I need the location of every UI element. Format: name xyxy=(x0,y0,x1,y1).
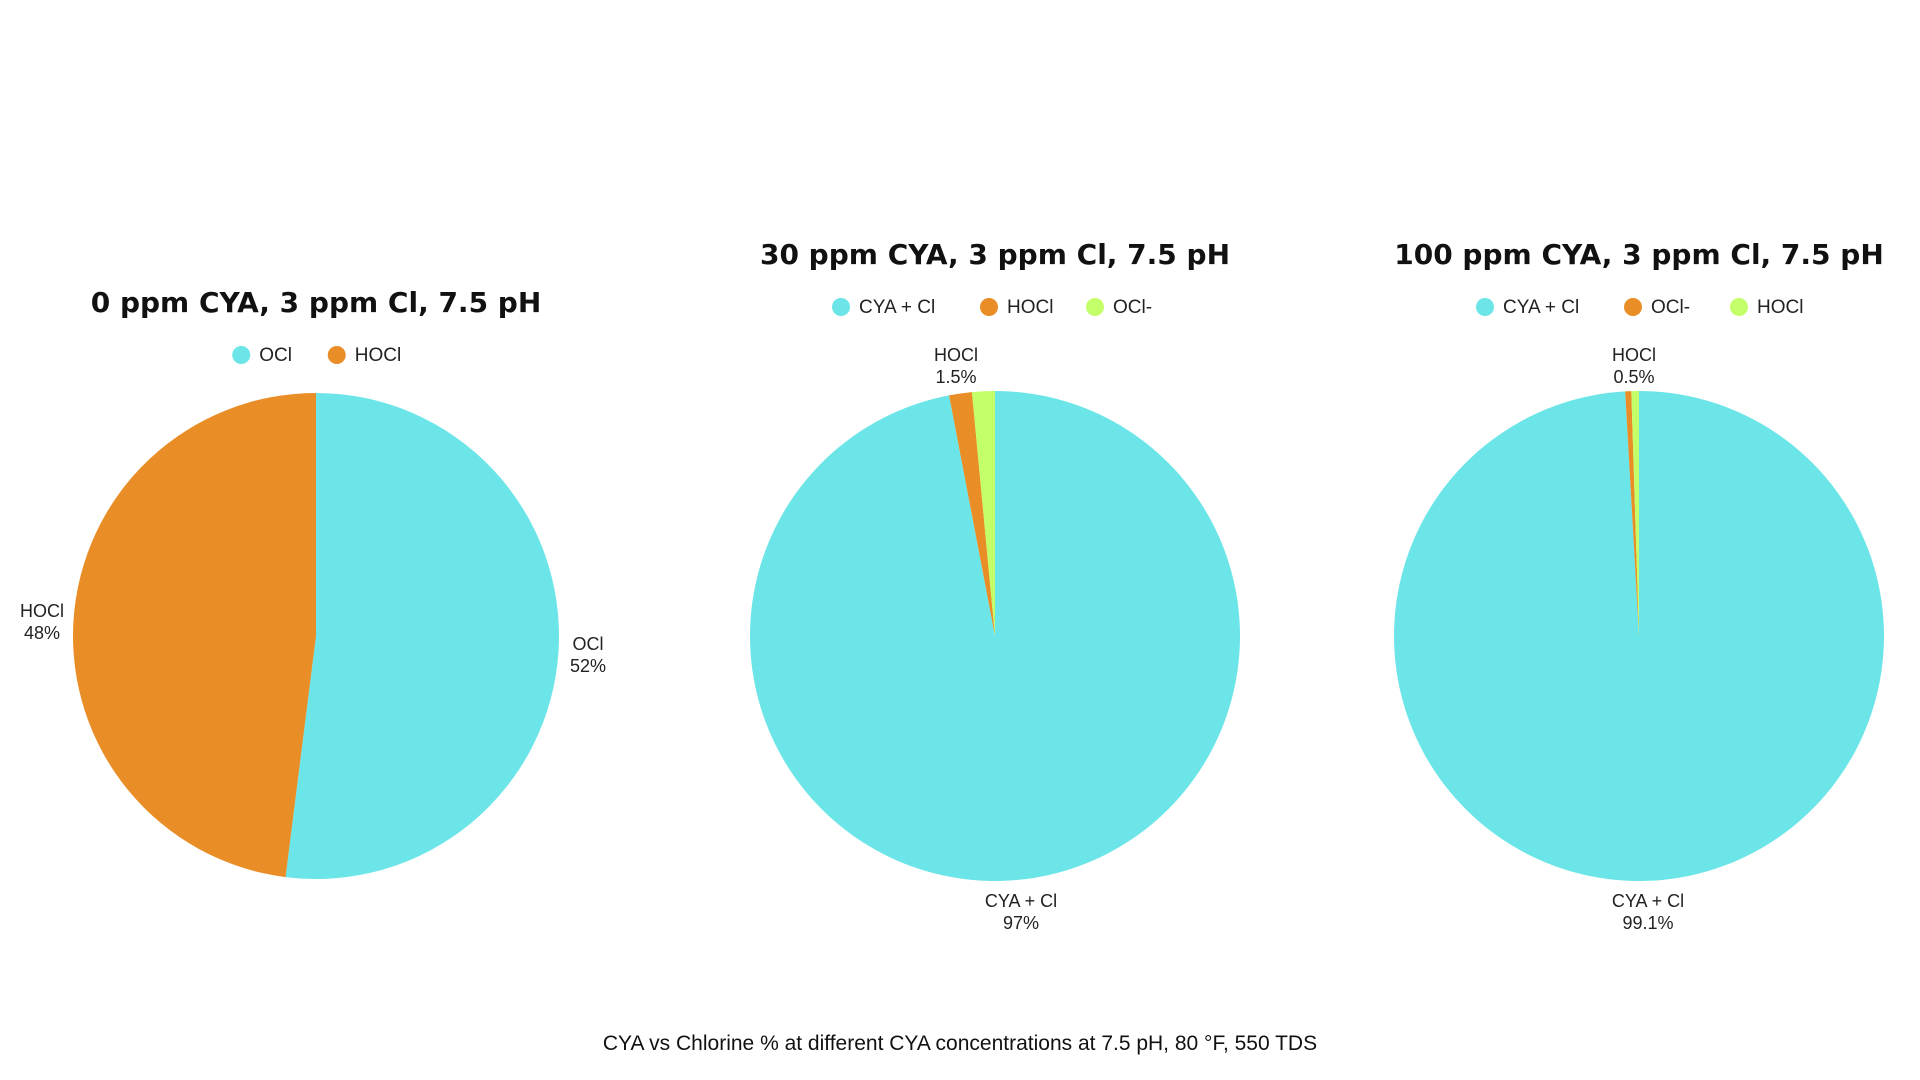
legend-marker xyxy=(232,346,251,364)
legend-label: OCl- xyxy=(1651,297,1690,318)
slice-label-name: CYA + Cl xyxy=(985,891,1057,911)
slice-label-value: 1.5% xyxy=(935,367,976,387)
pie-chart-2: 30 ppm CYA, 3 ppm Cl, 7.5 pH CYA + Cl HOCl… xyxy=(750,238,1240,933)
pie-slice-ocl xyxy=(1625,391,1639,636)
slice-label-value: 99.1% xyxy=(1622,913,1673,933)
pie-slice-hocl xyxy=(949,392,995,636)
slice-label-name: HOCl xyxy=(1612,345,1656,365)
slice-label-name: HOCl xyxy=(934,345,978,365)
slice-label-value: 97% xyxy=(1003,913,1039,933)
chart-title: 100 ppm CYA, 3 ppm Cl, 7.5 pH xyxy=(1394,238,1884,271)
figure-caption: CYA vs Chlorine % at different CYA conce… xyxy=(602,1032,1318,1055)
legend-marker xyxy=(1086,298,1104,316)
slice-label-name: HOCl xyxy=(20,601,64,621)
legend-label: HOCl xyxy=(355,345,401,366)
legend-marker xyxy=(1624,298,1642,316)
pie-slice-hocl xyxy=(1631,391,1639,636)
chart-title: 0 ppm CYA, 3 ppm Cl, 7.5 pH xyxy=(91,286,542,319)
slice-label-name: OCl xyxy=(573,634,604,654)
legend-marker xyxy=(327,346,346,364)
pie-slice-ocl xyxy=(285,393,559,879)
chart-title: 30 ppm CYA, 3 ppm Cl, 7.5 pH xyxy=(760,238,1230,271)
legend-label: OCl xyxy=(259,345,292,366)
pie-slice-hocl xyxy=(72,393,316,878)
slice-label-name: CYA + Cl xyxy=(1612,891,1684,911)
slice-label-value: 48% xyxy=(24,623,60,643)
legend-label: CYA + Cl xyxy=(859,297,935,318)
legend-marker xyxy=(1730,298,1748,316)
legend-marker xyxy=(832,298,850,316)
pie-chart-3: 100 ppm CYA, 3 ppm Cl, 7.5 pH CYA + Cl OCl… xyxy=(1394,238,1885,933)
pie-slice-ocl xyxy=(971,391,995,636)
slice-label-value: 0.5% xyxy=(1613,367,1654,387)
legend-label: HOCl xyxy=(1757,297,1803,318)
slice-label-value: 52% xyxy=(570,656,606,676)
legend-marker xyxy=(1476,298,1494,316)
legend-label: OCl- xyxy=(1113,297,1152,318)
legend-label: HOCl xyxy=(1007,297,1053,318)
legend-label: CYA + Cl xyxy=(1503,297,1579,318)
legend-marker xyxy=(980,298,998,316)
